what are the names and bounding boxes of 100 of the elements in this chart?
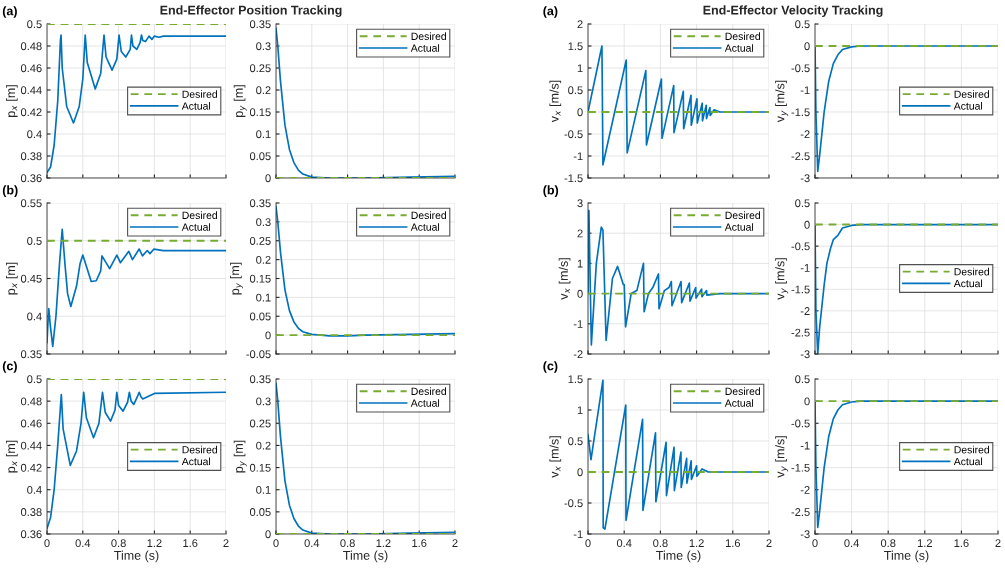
text: (c) [543,361,558,373]
y-tick-label: 0.35 [249,375,271,384]
x-tick-label: 1.2 [376,539,391,547]
y-tick-label: 0 [265,530,271,539]
y-tick-label: 1 [577,259,583,268]
text: (b) [543,185,559,197]
x-tick-label: 0.8 [111,539,126,548]
y-tick-label: 0 [265,331,271,340]
legend-label: Actual [410,399,440,407]
y-tick-label: 0.15 [249,274,271,283]
x-tick-label: 0.4 [616,539,632,548]
legend-label: Desired [411,387,446,395]
y-tick-label: -0.5 [564,130,583,139]
legend-label: Actual [953,457,983,466]
y-tick-label: 0.1 [256,485,271,494]
y-tick-label: -1 [573,530,583,539]
y-tick-label: 0.05 [249,152,271,161]
y-axis-title: v$_{x}$ [m/s] [549,436,562,478]
x-tick-label: 1.6 [183,539,198,548]
y-tick-label: -1 [800,441,810,450]
y-tick-label: 0.2 [256,441,271,450]
y-tick-label: 0.48 [20,397,42,406]
y-tick-label: -3 [800,350,810,359]
text: End-Effector Position Tracking [160,5,342,18]
y-tick-label: -2.5 [791,152,810,161]
y-tick-label: 0.4 [27,485,42,494]
y-tick-label: 3 [577,199,583,208]
y-tick-label: 0.5 [27,20,42,29]
y-tick-label: -2 [573,350,583,359]
y-axis-title: v$_{y}$ [m/s] [775,258,789,300]
x-tick-label: 0.4 [304,539,320,548]
y-tick-label: -1.5 [791,108,810,117]
y-tick-label: 0.05 [249,312,271,321]
text: Desired [182,211,217,219]
y-axis-title: p$_{x}$ [m] [5,262,18,295]
x-tick-label: 2 [223,539,229,547]
x-tick-label: 1.2 [147,539,162,547]
y-tick-label: 0.5 [795,375,810,384]
y-tick-label: -2 [800,130,810,139]
y-tick-label: -3 [800,174,810,183]
text: (a) [543,6,558,18]
y-tick-label: 0 [577,289,583,298]
y-tick-label: 1.5 [568,375,583,384]
y-tick-label: 0.35 [249,199,271,208]
y-axis-title: p$_{x}$ [m] [5,440,18,473]
y-tick-label: 0 [804,220,810,229]
y-tick-label: 0.2 [256,255,271,264]
y-tick-label: 0.35 [20,350,42,359]
x-tick-label: 0 [273,539,279,548]
y-tick-label: 0.36 [20,174,42,183]
y-axis-title: p$_{y}$ [m] [233,440,247,473]
y-axis-title: p$_{y}$ [m] [233,85,247,117]
y-tick-label: 0.44 [20,441,42,450]
x-axis-title: Time (s) [343,550,388,563]
legend-label: Desired [182,445,217,454]
y-tick-label: 0 [577,108,583,117]
x-tick-label: 2 [766,539,772,547]
x-tick-label: 1.6 [412,539,427,548]
legend-label: Desired [725,387,760,395]
x-tick-label: 0.4 [844,539,859,548]
legend-label: Actual [724,399,754,407]
y-axis-title: p$_{y}$ [m] [230,262,243,295]
x-tick-label: 0.8 [653,539,668,548]
x-tick-label: 0 [585,539,591,548]
y-tick-label: 0.3 [256,397,271,406]
y-tick-label: -1.5 [791,285,810,294]
y-tick-label: 0.35 [249,20,271,29]
y-tick-label: -2 [800,485,810,494]
y-tick-label: -2 [800,307,810,315]
y-axis-title: v$_{y}$ [m/s] [775,80,789,123]
legend-label: Actual [724,223,754,231]
x-axis-title: Time (s) [656,550,701,563]
y-tick-label: 0.38 [20,508,42,516]
y-tick-label: 0 [804,397,810,406]
y-tick-label: 0.25 [249,64,271,73]
y-tick-label: 0.25 [249,419,271,428]
y-tick-label: 0.45 [20,274,42,283]
y-tick-label: 1 [577,406,583,415]
y-tick-label: -2.5 [791,508,810,516]
legend-label: Desired [411,32,446,40]
x-tick-label: 1.2 [689,539,704,547]
y-axis-title: v$_{y}$ [m/s] [775,436,789,478]
legend-label: Actual [953,279,983,288]
line-series [47,34,226,174]
legend-label: Actual [410,223,440,231]
y-tick-label: -0.5 [791,64,810,73]
y-tick-label: 0.4 [27,130,42,139]
legend-label: Desired [182,90,217,98]
y-tick-label: 0.48 [20,42,42,51]
y-tick-label: -1 [573,152,583,161]
x-tick-label: 0.4 [75,539,91,548]
y-tick-label: 0.42 [20,108,42,117]
y-tick-label: 0.46 [20,64,42,73]
y-axis-title: v$_{x}$ [m/s] [549,80,562,123]
y-tick-label: 0.5 [568,437,583,446]
y-tick-label: 0.5 [27,237,42,245]
x-tick-label: 0 [812,539,818,548]
y-tick-label: 0.2 [256,86,271,95]
x-tick-label: 0.8 [340,539,355,548]
y-tick-label: 0.5 [568,86,583,95]
